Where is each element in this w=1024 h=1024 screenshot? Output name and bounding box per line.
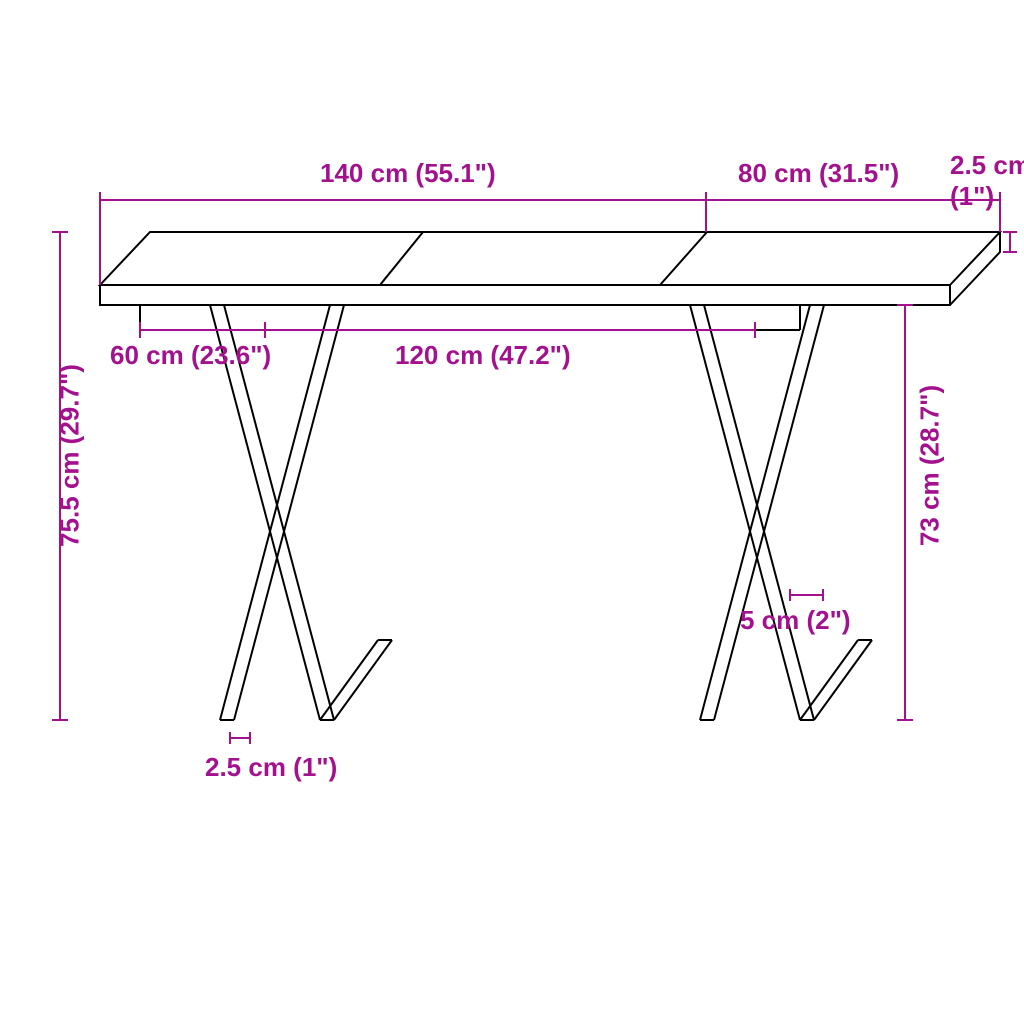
diagram-svg <box>0 0 1024 1024</box>
diagram-stage: { "canvas": { "w": 1024, "h": 1024, "bg"… <box>0 0 1024 1024</box>
